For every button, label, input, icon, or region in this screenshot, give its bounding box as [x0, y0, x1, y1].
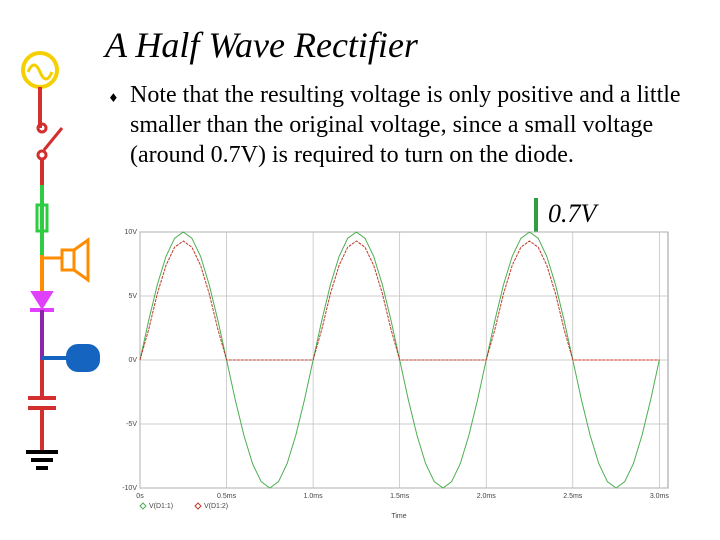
circuit-icons [21, 51, 100, 470]
legend-label: V(D1:2) [204, 503, 228, 510]
x-tick-label: 2.0ms [477, 493, 497, 500]
y-tick-label: 10V [125, 229, 138, 236]
y-tick-label: -5V [126, 421, 137, 428]
x-axis-label: Time [391, 513, 406, 520]
x-tick-label: 1.5ms [390, 493, 410, 500]
x-tick-label: 2.5ms [563, 493, 583, 500]
legend-swatch [194, 502, 202, 510]
x-tick-label: 1.0ms [304, 493, 324, 500]
annotation: 0.7V [548, 199, 600, 228]
x-tick-label: 0s [136, 493, 144, 500]
y-tick-label: 0V [128, 357, 137, 364]
plot: -10V -5V 0V 5V 10V 0s 0.5ms 1.0ms 1.5ms 2.0ms 2.5m… [122, 229, 669, 520]
y-tick-label: 5V [128, 293, 137, 300]
x-tick-label: 0.5ms [217, 493, 237, 500]
y-tick-label: -10V [122, 485, 137, 492]
legend-label: V(D1:1) [149, 503, 173, 510]
legend-swatch [139, 502, 147, 510]
bullet-marker: ♦ [108, 91, 119, 105]
series-line [139, 240, 660, 361]
slide-title: A Half Wave Rectifier [105, 25, 418, 65]
bullet-text: Note that the resulting voltage is only … [130, 82, 681, 168]
x-tick-label: 3.0ms [650, 493, 670, 500]
